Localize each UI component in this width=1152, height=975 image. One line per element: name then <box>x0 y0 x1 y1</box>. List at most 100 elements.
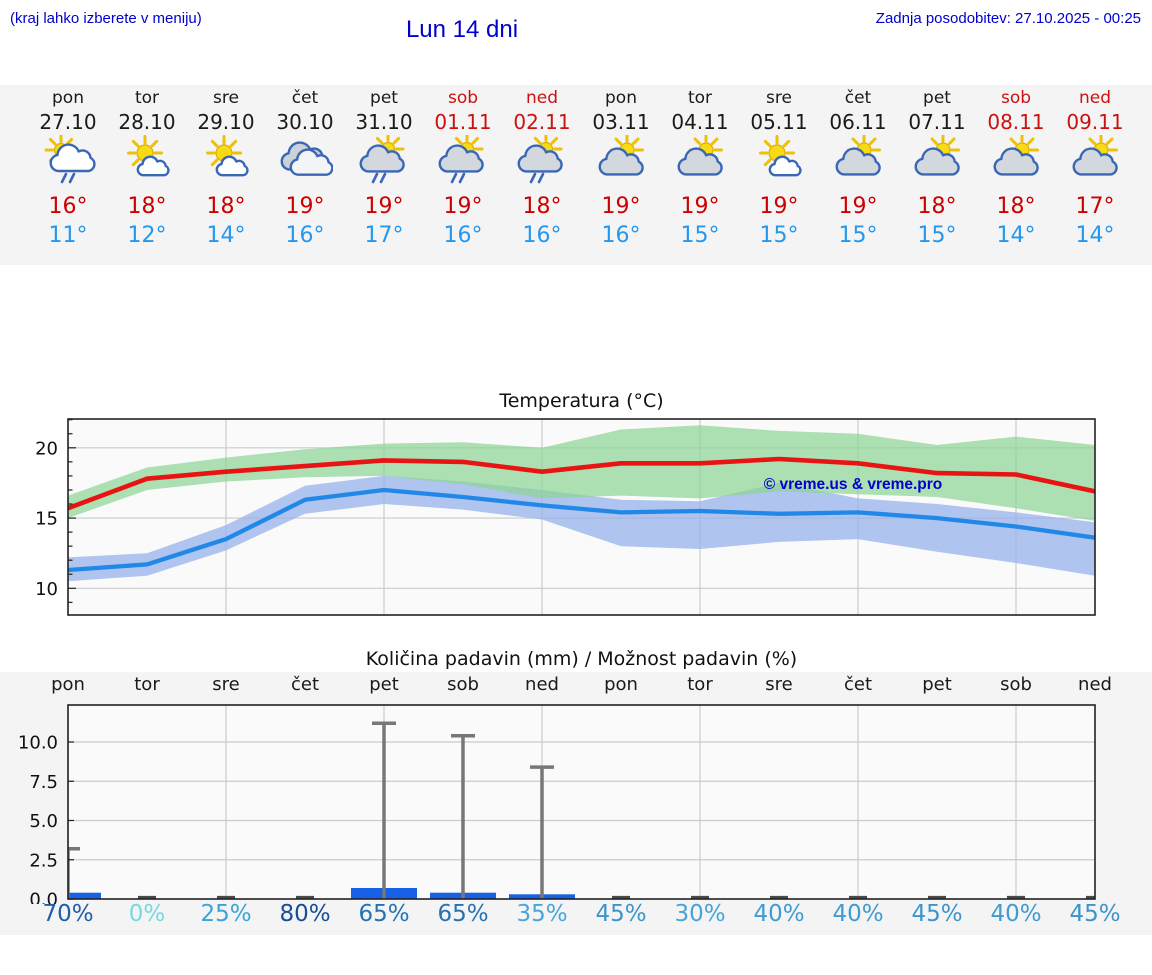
precip-day-label: tor <box>687 674 713 695</box>
forecast-day-29.10[interactable]: sre 29.10 18° 14° <box>187 85 266 265</box>
precipitation-chart-title: Količina padavin (mm) / Možnost padavin … <box>365 648 798 670</box>
day-name: sre <box>766 88 792 108</box>
forecast-day-05.11[interactable]: sre 05.11 19° 15° <box>740 85 819 265</box>
precip-probability: 30% <box>674 901 726 927</box>
precip-day-label: sre <box>212 674 240 695</box>
precip-probability: 40% <box>832 901 884 927</box>
precip-day-label: tor <box>134 674 160 695</box>
day-date: 28.10 <box>118 110 176 134</box>
day-date: 06.11 <box>829 110 887 134</box>
day-high-temp: 19° <box>759 194 799 219</box>
svg-text:20: 20 <box>35 438 58 459</box>
sun-small-cloud-icon <box>199 135 254 187</box>
day-low-temp: 16° <box>443 223 483 248</box>
precip-probability: 45% <box>595 901 647 927</box>
precip-probability: 0% <box>128 901 166 927</box>
day-date: 27.10 <box>39 110 97 134</box>
forecast-day-01.11[interactable]: sob 01.11 19° 16° <box>424 85 503 265</box>
sun-cloud-rain-icon <box>41 133 96 187</box>
forecast-day-02.11[interactable]: ned 02.11 18° 16° <box>503 85 582 265</box>
day-low-temp: 14° <box>996 223 1036 248</box>
precip-probability: 25% <box>200 901 252 927</box>
forecast-day-08.11[interactable]: sob 08.11 18° 14° <box>977 85 1056 265</box>
svg-text:10: 10 <box>35 579 58 600</box>
sun-gray-cloud-icon <box>673 133 728 187</box>
day-date: 03.11 <box>592 110 650 134</box>
precip-day-label: pet <box>369 674 399 695</box>
sun-gray-cloud-icon <box>989 133 1044 187</box>
day-low-temp: 17° <box>364 223 404 248</box>
page-title: Lun 14 dni <box>405 16 519 43</box>
precip-probability: 45% <box>1069 901 1121 927</box>
forecast-day-03.11[interactable]: pon 03.11 19° 16° <box>582 85 661 265</box>
day-low-temp: 15° <box>838 223 878 248</box>
forecast-day-06.11[interactable]: čet 06.11 19° 15° <box>819 85 898 265</box>
day-name: tor <box>134 88 160 108</box>
day-high-temp: 18° <box>127 194 167 219</box>
sun-gray-cloud-rain-icon <box>436 132 491 187</box>
day-high-temp: 17° <box>1075 194 1115 219</box>
day-date: 01.11 <box>434 110 492 134</box>
day-name: čet <box>291 88 319 108</box>
sun-small-cloud-icon <box>752 135 807 187</box>
day-low-temp: 15° <box>917 223 957 248</box>
sun-gray-cloud-icon <box>831 133 886 187</box>
precip-day-label: čet <box>843 674 873 695</box>
day-name: pet <box>923 88 951 108</box>
precipitation-chart: 0.0 2.5 5.0 7.5 10.0 <box>18 704 1096 904</box>
precip-day-label: sre <box>765 674 793 695</box>
watermark: © vreme.us & vreme.pro <box>763 476 943 493</box>
day-high-temp: 18° <box>206 194 246 219</box>
forecast-day-28.10[interactable]: tor 28.10 18° 12° <box>108 85 187 265</box>
precip-day-label: pet <box>922 674 952 695</box>
day-high-temp: 19° <box>364 194 404 219</box>
last-updated: Zadnja posodobitev: 27.10.2025 - 00:25 <box>875 10 1141 27</box>
day-date: 30.10 <box>276 110 334 134</box>
day-high-temp: 19° <box>443 194 483 219</box>
forecast-day-07.11[interactable]: pet 07.11 18° 15° <box>898 85 977 265</box>
forecast-strip: pon 27.10 16° 11° tor 28.10 18° 12° sre 29.10 18° 1… <box>0 85 1152 265</box>
day-date: 09.11 <box>1066 110 1124 134</box>
temperature-chart: 10 15 20 <box>35 418 1096 616</box>
svg-text:10.0: 10.0 <box>18 733 58 754</box>
svg-text:5.0: 5.0 <box>29 811 58 832</box>
day-low-temp: 16° <box>285 223 325 248</box>
precip-probability: 65% <box>358 901 410 927</box>
forecast-day-09.11[interactable]: ned 09.11 17° 14° <box>1056 85 1135 265</box>
day-date: 04.11 <box>671 110 729 134</box>
precip-probability: 45% <box>911 901 963 927</box>
day-high-temp: 19° <box>838 194 878 219</box>
temperature-chart-title: Temperatura (°C) <box>499 390 664 412</box>
day-low-temp: 11° <box>48 223 88 248</box>
precip-day-label: sob <box>447 674 479 695</box>
precip-probability: 40% <box>753 901 805 927</box>
day-low-temp: 14° <box>206 223 246 248</box>
day-high-temp: 19° <box>285 194 325 219</box>
forecast-day-27.10[interactable]: pon 27.10 16° 11° <box>29 85 108 265</box>
forecast-day-30.10[interactable]: čet 30.10 19° 16° <box>266 85 345 265</box>
day-high-temp: 18° <box>996 194 1036 219</box>
precip-probability: 40% <box>990 901 1042 927</box>
day-high-temp: 16° <box>48 194 88 219</box>
day-date: 31.10 <box>355 110 413 134</box>
day-low-temp: 16° <box>522 223 562 248</box>
svg-text:2.5: 2.5 <box>29 850 58 871</box>
day-name: sob <box>447 88 479 108</box>
svg-text:7.5: 7.5 <box>29 772 58 793</box>
day-date: 08.11 <box>987 110 1045 134</box>
day-high-temp: 19° <box>680 194 720 219</box>
location-hint: (kraj lahko izberete v meniju) <box>10 10 202 27</box>
day-low-temp: 14° <box>1075 223 1115 248</box>
day-high-temp: 18° <box>522 194 562 219</box>
day-low-temp: 12° <box>127 223 167 248</box>
day-name: pet <box>370 88 398 108</box>
cloudy-icon <box>278 135 333 187</box>
svg-text:15: 15 <box>35 509 58 530</box>
sun-small-cloud-icon <box>120 135 175 187</box>
forecast-day-31.10[interactable]: pet 31.10 19° 17° <box>345 85 424 265</box>
day-high-temp: 18° <box>917 194 957 219</box>
sun-gray-cloud-icon <box>594 133 649 187</box>
day-name: ned <box>525 88 559 108</box>
day-name: pon <box>605 88 637 108</box>
forecast-day-04.11[interactable]: tor 04.11 19° 15° <box>661 85 740 265</box>
